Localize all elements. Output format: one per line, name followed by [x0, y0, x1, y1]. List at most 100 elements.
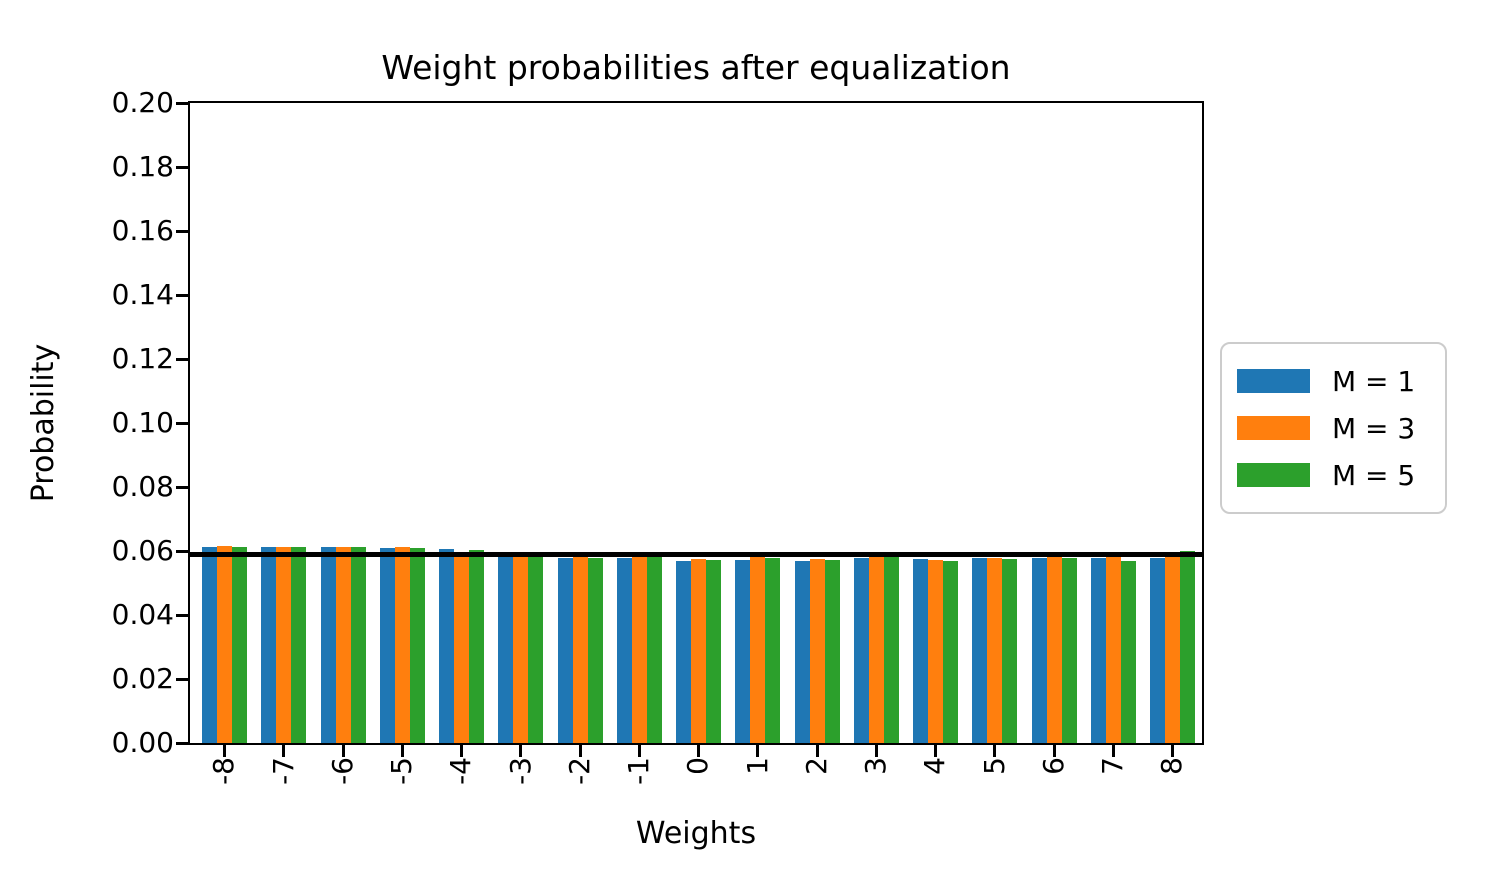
x-tick-label: -1 [622, 757, 656, 785]
x-tick-mark [223, 745, 226, 757]
x-tick-mark [519, 745, 523, 757]
y-tick-label: 0.12 [111, 342, 174, 375]
bar-M=5-x-4 [469, 550, 484, 743]
y-tick-label: 0.04 [111, 598, 174, 631]
x-tick-label: -7 [266, 757, 300, 785]
y-tick-label: 0.16 [111, 214, 174, 247]
y-tick-label: 0.02 [111, 662, 174, 695]
y-tick-mark [176, 229, 188, 233]
bar-M=5-x4 [943, 560, 958, 743]
x-tick-mark [815, 745, 819, 757]
x-tick-mark [282, 745, 286, 757]
bar-M=1-x-6 [320, 546, 336, 743]
y-tick-label: 0.20 [111, 86, 174, 119]
bar-M=1-x0 [676, 560, 691, 743]
legend-entry: M = 1 [1237, 359, 1445, 403]
x-tick-mark [460, 745, 463, 757]
bar-M=5-x2 [824, 560, 840, 743]
bar-M=1-x-8 [202, 546, 217, 743]
bar-M=3-x-2 [572, 557, 588, 743]
x-tick-label: 1 [740, 757, 774, 775]
bar-M=5-x7 [1120, 561, 1136, 743]
y-tick-mark [176, 613, 188, 617]
legend-entry: M = 3 [1237, 406, 1445, 450]
bar-M=5-x-8 [232, 546, 247, 743]
bar-M=5-x8 [1180, 551, 1195, 743]
x-tick-mark [993, 745, 997, 757]
bar-M=1-x-7 [261, 546, 277, 743]
legend-label: M = 3 [1332, 411, 1416, 445]
y-tick-mark [176, 357, 188, 361]
x-tick-label: -5 [385, 757, 419, 785]
x-tick-label: 4 [918, 757, 952, 775]
plot-spines [188, 101, 1204, 745]
plot-area [190, 103, 1202, 743]
y-tick-mark [176, 549, 188, 553]
y-tick-label: 0.06 [111, 534, 174, 567]
bar-M=5-x-6 [350, 546, 366, 743]
x-tick-mark [756, 745, 760, 757]
legend-swatch [1237, 416, 1310, 440]
x-tick-label: -6 [325, 757, 359, 785]
x-tick-label: 3 [859, 757, 893, 775]
y-tick-mark [176, 485, 188, 489]
bar-M=5-x6 [1061, 558, 1077, 743]
bar-M=3-x0 [691, 559, 706, 743]
x-tick-label: -4 [444, 757, 478, 785]
legend-label: M = 5 [1332, 458, 1416, 492]
x-tick-mark [874, 745, 878, 757]
bar-M=5-x-7 [291, 546, 307, 743]
bar-M=3-x-6 [335, 546, 351, 743]
x-tick-mark [1052, 745, 1056, 757]
bar-M=5-x-3 [528, 557, 544, 743]
y-tick-label: 0.14 [111, 278, 174, 311]
x-tick-mark [637, 745, 641, 757]
reference-line [190, 552, 1202, 558]
y-tick-label: 0.00 [111, 726, 174, 759]
bar-M=3-x7 [1105, 557, 1121, 743]
x-tick-mark [1171, 745, 1174, 757]
bar-M=5-x1 [765, 558, 781, 743]
bar-M=5-x3 [883, 557, 899, 743]
bar-M=3-x6 [1046, 557, 1062, 743]
x-tick-label: 5 [977, 757, 1011, 775]
bar-M=1-x1 [735, 560, 751, 743]
bar-M=5-x0 [706, 560, 721, 743]
bar-M=5-x-2 [587, 557, 603, 743]
bar-M=5-x5 [1002, 559, 1018, 743]
x-tick-label: 2 [799, 757, 833, 775]
x-tick-mark [341, 745, 345, 757]
x-tick-mark [697, 745, 700, 757]
bar-M=1-x-2 [557, 558, 573, 743]
bar-M=3-x3 [868, 556, 884, 743]
x-tick-label: -3 [503, 757, 537, 785]
x-axis-label: Weights [635, 816, 757, 851]
bar-M=3-x8 [1165, 557, 1180, 743]
bar-M=1-x7 [1090, 558, 1106, 743]
bar-M=1-x4 [913, 559, 928, 743]
x-tick-mark [1111, 745, 1115, 757]
bar-M=3-x-8 [217, 546, 232, 743]
x-tick-label: 7 [1096, 757, 1130, 775]
x-tick-label: 8 [1155, 757, 1189, 775]
x-tick-label: -2 [562, 757, 596, 785]
bar-M=3-x2 [809, 559, 825, 743]
legend-entry: M = 5 [1237, 453, 1445, 497]
bar-M=1-x-5 [379, 548, 395, 743]
y-tick-mark [176, 165, 188, 169]
bar-M=5-x-1 [646, 557, 662, 743]
legend-swatch [1237, 369, 1310, 393]
x-tick-mark [578, 745, 582, 757]
x-tick-label: 6 [1036, 757, 1070, 775]
x-tick-label: -8 [207, 757, 241, 785]
y-tick-mark [176, 101, 188, 105]
legend: M = 1 M = 3 M = 5 [1220, 342, 1447, 514]
bar-M=1-x3 [853, 558, 869, 743]
bar-M=3-x-4 [454, 551, 469, 743]
bar-M=3-x5 [987, 558, 1003, 743]
bar-M=1-x6 [1031, 558, 1047, 743]
bar-M=3-x-3 [513, 556, 529, 743]
chart-title: Weight probabilities after equalization [381, 48, 1011, 87]
bar-M=1-x-4 [439, 549, 454, 743]
